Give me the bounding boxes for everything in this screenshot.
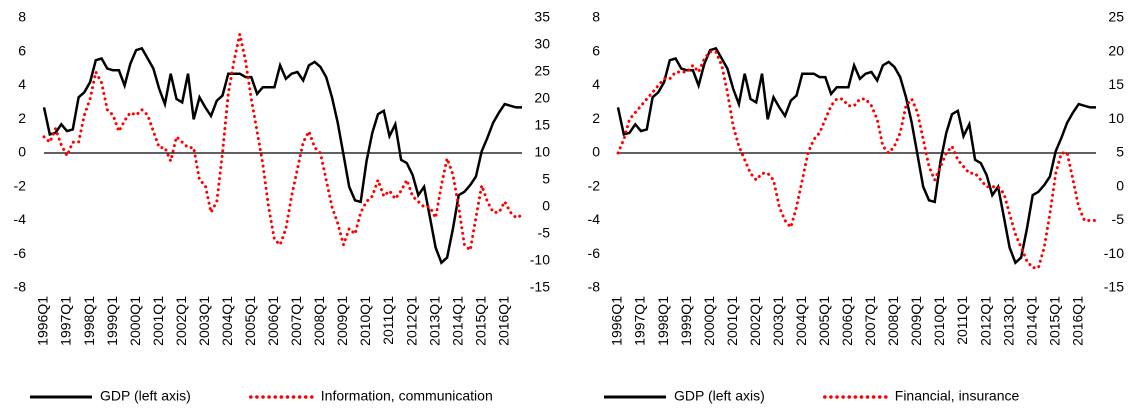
- x-tick-label: 2005Q1: [816, 296, 832, 346]
- y2-tick-label: -15: [1104, 279, 1124, 295]
- y2-tick-label: 15: [1108, 76, 1124, 92]
- x-tick-label: 2008Q1: [885, 296, 901, 346]
- y-tick-label: 8: [592, 9, 600, 25]
- x-tick-label: 1999Q1: [678, 296, 694, 346]
- y-tick-label: 2: [18, 110, 26, 126]
- x-tick-label: 2001Q1: [150, 296, 166, 346]
- y2-tick-label: -15: [530, 279, 550, 295]
- x-tick-label: 2000Q1: [701, 296, 717, 346]
- y2-tick-label: 35: [534, 9, 550, 25]
- y-tick-label: 2: [592, 110, 600, 126]
- y2-tick-label: 15: [534, 117, 550, 133]
- x-tick-label: 2012Q1: [977, 296, 993, 346]
- y-tick-label: 0: [18, 144, 26, 160]
- y-tick-label: 8: [18, 9, 26, 25]
- x-tick-label: 2012Q1: [403, 296, 419, 346]
- legend-label: GDP (left axis): [674, 388, 765, 404]
- y2-tick-label: 25: [534, 63, 550, 79]
- x-tick-label: 2014Q1: [1023, 296, 1039, 346]
- y-tick-label: 4: [592, 76, 600, 92]
- y-tick-label: -4: [588, 211, 601, 227]
- y2-tick-label: -10: [1104, 245, 1124, 261]
- y2-tick-label: 30: [534, 36, 550, 52]
- y2-tick-label: 20: [1108, 42, 1124, 58]
- x-tick-label: 2013Q1: [1000, 296, 1016, 346]
- x-tick-label: 1997Q1: [58, 296, 74, 346]
- legend-label: GDP (left axis): [100, 388, 191, 404]
- legend-label: Financial, insurance: [895, 388, 1020, 404]
- x-tick-label: 2006Q1: [839, 296, 855, 346]
- y2-tick-label: 10: [534, 144, 550, 160]
- x-tick-label: 2004Q1: [793, 296, 809, 346]
- x-tick-label: 2010Q1: [931, 296, 947, 346]
- x-tick-label: 2006Q1: [265, 296, 281, 346]
- x-tick-label: 2009Q1: [334, 296, 350, 346]
- x-tick-label: 2003Q1: [770, 296, 786, 346]
- y-tick-label: -8: [14, 279, 27, 295]
- x-tick-label: 2007Q1: [862, 296, 878, 346]
- x-tick-label: 2014Q1: [449, 296, 465, 346]
- y2-tick-label: 0: [542, 198, 550, 214]
- x-tick-label: 1998Q1: [655, 296, 671, 346]
- x-tick-label: 2003Q1: [196, 296, 212, 346]
- y2-tick-label: -5: [538, 225, 551, 241]
- x-tick-label: 2015Q1: [472, 296, 488, 346]
- y-tick-label: -6: [588, 245, 601, 261]
- x-tick-label: 2007Q1: [288, 296, 304, 346]
- y-tick-label: -4: [14, 211, 27, 227]
- x-tick-label: 2016Q1: [495, 296, 511, 346]
- x-tick-label: 2011Q1: [954, 296, 970, 345]
- y-tick-label: 6: [592, 42, 600, 58]
- x-tick-label: 2008Q1: [311, 296, 327, 346]
- data-line: [42, 33, 524, 254]
- y2-tick-label: 5: [1116, 144, 1124, 160]
- y-tick-label: 6: [18, 42, 26, 58]
- x-tick-label: 1996Q1: [35, 296, 51, 346]
- y-tick-label: 0: [592, 144, 600, 160]
- y2-tick-label: -10: [530, 252, 550, 268]
- x-tick-label: 1998Q1: [81, 296, 97, 346]
- x-tick-label: 2002Q1: [747, 296, 763, 346]
- x-tick-label: 2009Q1: [908, 296, 924, 346]
- y-tick-label: 4: [18, 76, 26, 92]
- x-tick-label: 2002Q1: [173, 296, 189, 346]
- x-tick-label: 1999Q1: [104, 296, 120, 346]
- y-tick-label: -2: [14, 177, 27, 193]
- x-tick-label: 2001Q1: [724, 296, 740, 346]
- y2-tick-label: 25: [1108, 9, 1124, 25]
- y2-tick-label: 5: [542, 171, 550, 187]
- y-tick-label: -6: [14, 245, 27, 261]
- x-tick-label: 2011Q1: [380, 296, 396, 345]
- y-tick-label: -2: [588, 177, 601, 193]
- legend-label: Information, communication: [321, 388, 493, 404]
- y2-tick-label: -5: [1112, 211, 1125, 227]
- x-tick-label: 2004Q1: [219, 296, 235, 346]
- x-tick-label: 1996Q1: [609, 296, 625, 346]
- x-tick-label: 2015Q1: [1046, 296, 1062, 346]
- x-tick-label: 1997Q1: [632, 296, 648, 346]
- y-tick-label: -8: [588, 279, 601, 295]
- data-line: [616, 46, 1096, 265]
- y2-tick-label: 20: [534, 90, 550, 106]
- x-tick-label: 2000Q1: [127, 296, 143, 346]
- data-line: [616, 50, 1098, 270]
- data-line: [42, 46, 522, 265]
- x-tick-label: 2016Q1: [1069, 296, 1085, 346]
- x-tick-label: 2010Q1: [357, 296, 373, 346]
- x-tick-label: 2005Q1: [242, 296, 258, 346]
- y2-tick-label: 10: [1108, 110, 1124, 126]
- x-tick-label: 2013Q1: [426, 296, 442, 346]
- y2-tick-label: 0: [1116, 177, 1124, 193]
